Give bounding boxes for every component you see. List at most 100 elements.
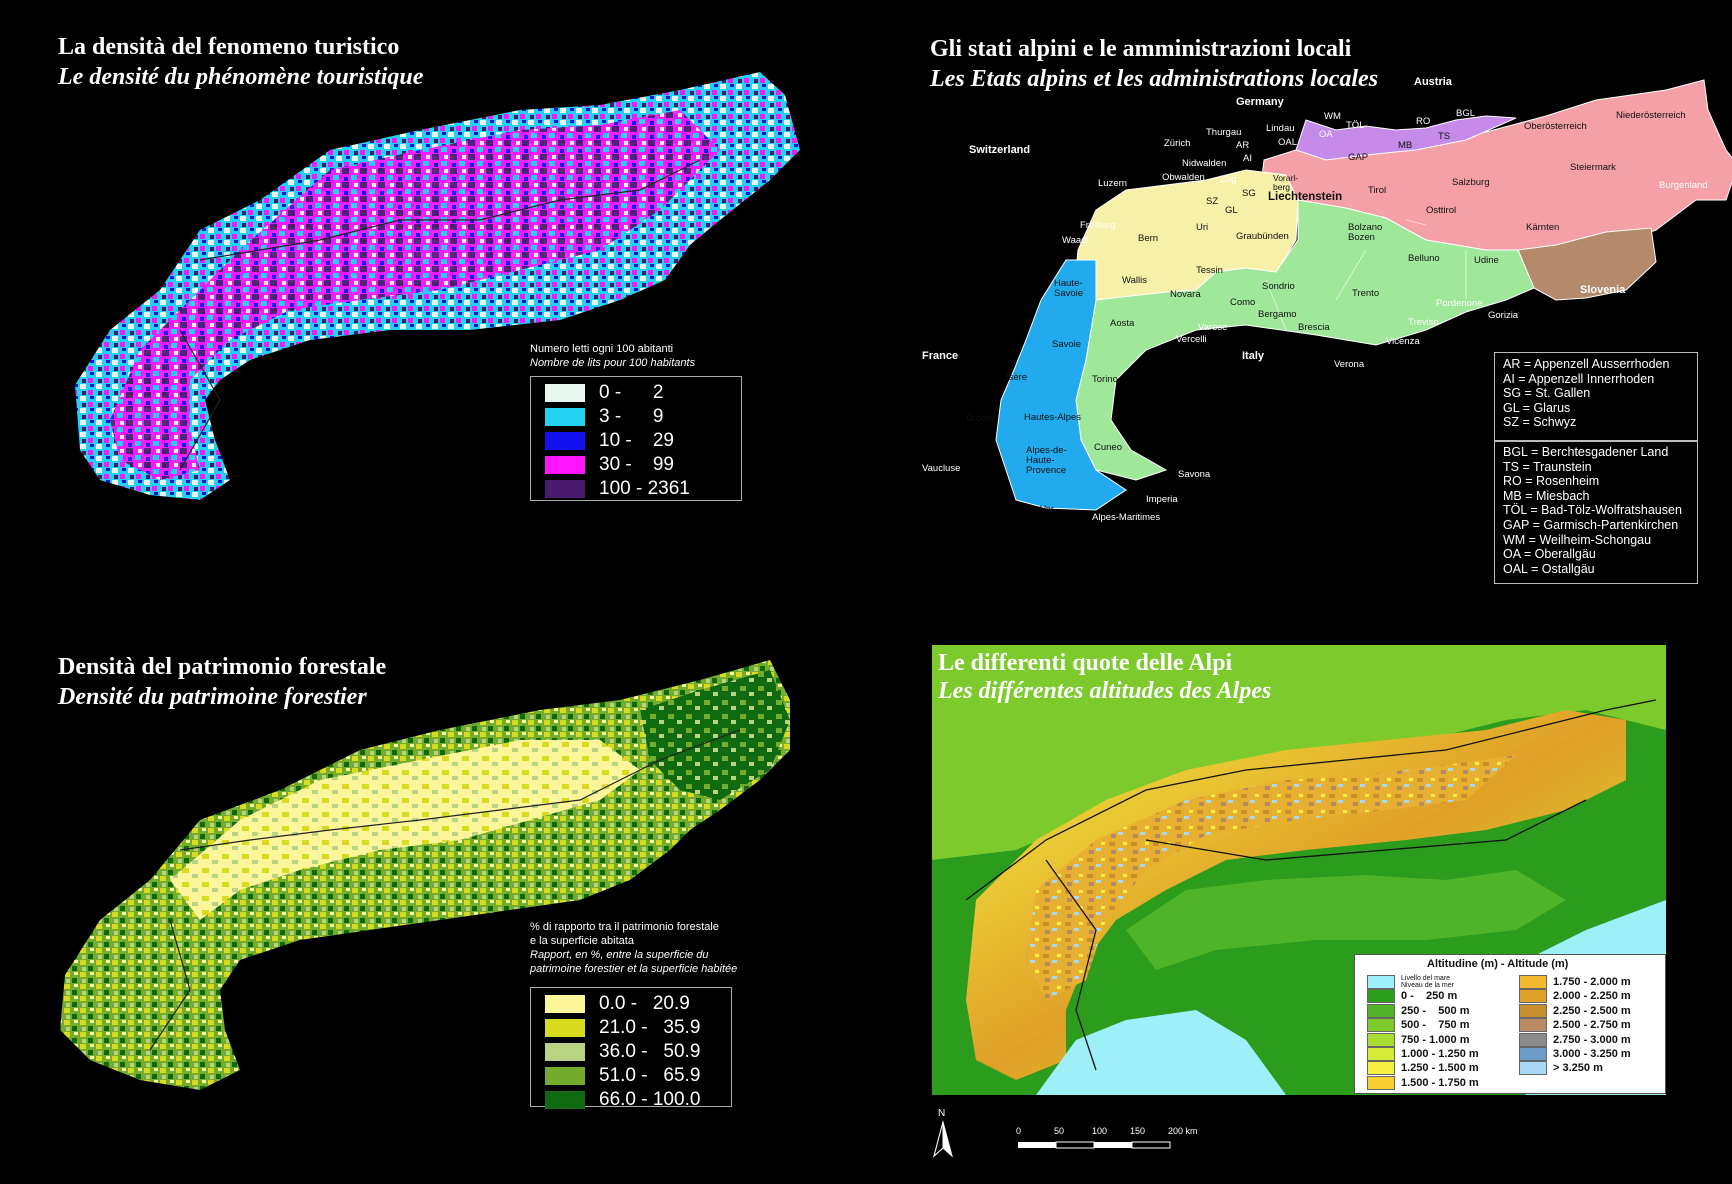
forest-legend: 0.0 - 20.9 21.0 - 35.9 36.0 - 50.9 51.0 - 6…	[530, 987, 732, 1110]
label-sondrio: Sondrio	[1262, 281, 1295, 292]
altitude-legend-row: > 3.250 m	[1519, 1061, 1603, 1076]
label-vorarlberg: Vorarl- berg	[1273, 173, 1299, 192]
states-map	[995, 79, 1732, 511]
altitude-legend-row: 2.750 - 3.000 m	[1519, 1032, 1631, 1047]
abbreviation-entry: GL = Glarus	[1503, 400, 1571, 415]
altitude-legend-row: 750 - 1.000 m	[1367, 1032, 1470, 1047]
label-como: Como	[1230, 297, 1256, 308]
label-vicenza: Vicenza	[1386, 336, 1420, 347]
tourism-legend-label: 3 - 9	[599, 406, 664, 427]
label-bergamo: Bergamo	[1258, 309, 1297, 320]
scale-tick-label: 150	[1130, 1126, 1146, 1136]
forest-title-it: Densità del patrimonio forestale	[58, 654, 387, 680]
label-vaucluse: Vaucluse	[922, 463, 961, 474]
altitude-legend-label: 0 - 250 m	[1401, 990, 1458, 1003]
altitude-legend-row: 2.500 - 2.750 m	[1519, 1018, 1631, 1033]
label-drome: Drôme	[966, 413, 995, 424]
label-burgenland: Burgenland	[1659, 180, 1708, 191]
label-france: France	[922, 350, 959, 362]
abbreviation-entry: AI = Appenzell Innerrhoden	[1503, 371, 1655, 386]
label-switzerland: Switzerland	[969, 144, 1031, 156]
altitude-legend-label: 1.000 - 1.250 m	[1401, 1048, 1479, 1060]
label-thurgau: Thurgau	[1206, 127, 1242, 138]
abbreviation-entry: RO = Rosenheim	[1503, 474, 1600, 489]
altitude-legend-row: Livello del mare Niveau de la mer	[1367, 975, 1454, 989]
label-niederosterreich: Niederösterreich	[1616, 110, 1686, 121]
forest-legend-row: 21.0 - 35.9	[531, 1016, 731, 1040]
altitude-legend-label: 2.250 - 2.500 m	[1553, 1004, 1631, 1017]
altitude-legend-swatch	[1367, 975, 1395, 989]
tourism-map	[75, 72, 800, 500]
scale-tick-label: 100	[1092, 1126, 1108, 1136]
label-italy: Italy	[1242, 350, 1265, 362]
altitude-legend-row: 1.500 - 1.750 m	[1367, 1075, 1479, 1090]
label-torino: Torino	[1092, 374, 1118, 385]
tourism-legend-swatch	[545, 432, 585, 450]
forest-caption-fr-2: patrimoine forestier et la superficie ha…	[530, 963, 738, 975]
tourism-title-it: La densità del fenomeno turistico	[58, 34, 400, 60]
region-france	[995, 259, 1127, 511]
altitude-legend-swatch	[1519, 1061, 1547, 1076]
abbreviation-entry: SZ = Schwyz	[1503, 415, 1577, 430]
forest-legend-label: 66.0 - 100.0	[599, 1089, 701, 1110]
region-slovenia	[1517, 227, 1657, 301]
forest-legend-row: 51.0 - 65.9	[531, 1064, 731, 1088]
abbreviation-box-swiss: AR = Appenzell Ausserrhoden AI = Appenzel…	[1494, 352, 1698, 442]
altitude-legend-title: Altitudine (m) - Altitude (m)	[1427, 958, 1569, 970]
label-ar: AR	[1236, 140, 1250, 151]
label-austria: Austria	[1414, 76, 1452, 88]
altitude-legend-swatch	[1367, 989, 1395, 1004]
label-savoie: Savoie	[1052, 339, 1082, 350]
label-sg: SG	[1242, 188, 1256, 199]
label-mb: MB	[1398, 140, 1413, 151]
label-uri: Uri	[1196, 222, 1209, 233]
altitude-legend-label: 3.000 - 3.250 m	[1553, 1048, 1631, 1060]
label-zurich: Zürich	[1164, 138, 1191, 149]
label-cuneo: Cuneo	[1094, 442, 1122, 453]
altitude-alps-band	[966, 710, 1626, 1080]
label-verona: Verona	[1334, 359, 1365, 370]
altitude-legend-row: 2.250 - 2.500 m	[1519, 1003, 1631, 1018]
label-gorizia: Gorizia	[1488, 310, 1519, 321]
altitude-legend-row: 2.000 - 2.250 m	[1519, 989, 1631, 1004]
altitude-legend-row: 1.250 - 1.500 m	[1367, 1061, 1479, 1076]
altitude-legend-swatch	[1519, 989, 1547, 1004]
forest-green-east	[640, 670, 790, 800]
label-liechtenstein: Liechtenstein	[1268, 191, 1343, 203]
label-alpes-maritimes: Alpes-Maritimes	[1092, 512, 1161, 523]
altitude-legend-row: 1.000 - 1.250 m	[1367, 1047, 1479, 1061]
altitude-legend-label: 1.500 - 1.750 m	[1401, 1076, 1479, 1089]
tourism-caption-fr: Nombre de lits pour 100 habitants	[530, 357, 696, 369]
tourism-legend-label: 100 - 2361	[599, 478, 690, 499]
label-trento: Trento	[1352, 288, 1380, 299]
label-wallis: Wallis	[1122, 275, 1147, 286]
tourism-panel: La densità del fenomeno turistico Le den…	[0, 0, 866, 560]
label-karnten: Kärnten	[1526, 222, 1560, 233]
altitude-title-fr: Les différentes altitudes des Alpes	[938, 678, 1272, 704]
forest-legend-row: 36.0 - 50.9	[531, 1040, 731, 1064]
altitude-legend-label: 1.750 - 2.000 m	[1553, 976, 1631, 988]
altitude-panel: Le differenti quote delle Alpi Les diffé…	[866, 600, 1732, 1184]
states-title-fr: Les Etats alpins et les administrations …	[930, 66, 1379, 92]
altitude-peaks	[1026, 755, 1516, 1000]
label-imperia: Imperia	[1146, 494, 1178, 505]
tourism-legend-label: 10 - 29	[599, 430, 674, 451]
abbreviation-entry: SG = St. Gallen	[1503, 386, 1591, 401]
label-germany: Germany	[1236, 96, 1284, 108]
north-label: N	[938, 1108, 946, 1119]
tourism-legend-row: 100 - 2361	[531, 477, 741, 501]
abbreviation-entry: WM = Weilheim-Schongau	[1503, 532, 1652, 547]
forest-legend-label: 0.0 - 20.9	[599, 993, 690, 1014]
label-oal: OAL	[1278, 137, 1298, 148]
forest-caption-it-2: e la superficie abitata	[530, 935, 634, 947]
label-graubunden: Graubünden	[1236, 231, 1289, 242]
altitude-legend-swatch	[1367, 1003, 1395, 1018]
abbreviation-box-german: BGL = Berchtesgadener Land TS = Traunstei…	[1494, 440, 1698, 584]
altitude-legend-swatch	[1367, 1061, 1395, 1076]
abbreviation-entry: MB = Miesbach	[1503, 488, 1590, 503]
forest-legend-swatch	[545, 1043, 585, 1061]
label-nidwalden: Nidwalden	[1182, 158, 1227, 169]
label-freiburg: Freiburg	[1080, 220, 1116, 231]
altitude-po-valley	[1126, 870, 1566, 970]
forest-legend-caption: % di rapporto tra il patrimonio forestal…	[530, 920, 737, 976]
